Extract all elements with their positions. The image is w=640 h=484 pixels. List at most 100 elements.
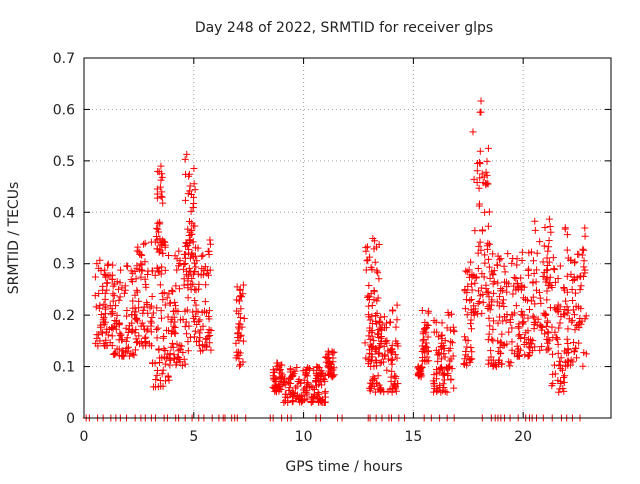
data-point <box>450 384 458 392</box>
data-point <box>122 348 130 356</box>
data-point <box>190 164 198 172</box>
data-point <box>484 336 492 344</box>
data-point <box>576 286 584 294</box>
data-point <box>141 325 149 333</box>
data-point <box>149 267 157 275</box>
data-point <box>142 281 150 289</box>
data-point <box>545 344 553 352</box>
data-point <box>554 307 562 315</box>
data-point <box>423 343 431 351</box>
data-point <box>180 355 188 363</box>
data-point <box>326 359 334 367</box>
data-point <box>364 360 372 368</box>
data-point <box>509 290 517 298</box>
data-point <box>96 337 104 345</box>
data-point <box>475 242 483 250</box>
data-point <box>362 266 370 274</box>
data-point <box>531 217 539 225</box>
data-point <box>365 293 373 301</box>
data-point <box>555 362 563 370</box>
data-point <box>508 324 516 332</box>
data-point <box>203 267 211 275</box>
data-point <box>147 317 155 325</box>
data-point <box>478 309 486 317</box>
data-point <box>372 379 380 387</box>
data-point <box>276 382 284 390</box>
data-point <box>140 303 148 311</box>
data-point <box>171 298 179 306</box>
data-point <box>476 160 484 168</box>
data-point <box>91 292 99 300</box>
data-point <box>543 254 551 262</box>
data-point <box>282 377 290 385</box>
data-point <box>138 251 146 259</box>
data-point <box>550 361 558 369</box>
data-point <box>470 302 478 310</box>
data-point <box>440 344 448 352</box>
data-point <box>108 271 116 279</box>
data-point <box>537 299 545 307</box>
data-point <box>393 316 401 324</box>
data-point <box>125 326 133 334</box>
data-point <box>123 347 131 355</box>
data-point <box>417 364 425 372</box>
data-point <box>237 331 245 339</box>
data-point <box>365 311 373 319</box>
y-axis-label: SRMTID / TECUs <box>6 182 22 295</box>
plot-frame <box>83 57 612 419</box>
data-point <box>393 340 401 348</box>
data-point <box>99 286 107 294</box>
y-tick-label: 0.6 <box>53 102 75 118</box>
data-point <box>361 339 369 347</box>
data-point <box>369 373 377 381</box>
data-point <box>561 372 569 380</box>
data-point <box>538 342 546 350</box>
data-point <box>94 342 102 350</box>
data-point <box>570 311 578 319</box>
data-point <box>129 350 137 358</box>
data-point <box>102 303 110 311</box>
data-point <box>135 304 143 312</box>
data-point <box>175 353 183 361</box>
data-point <box>489 317 497 325</box>
data-point <box>143 299 151 307</box>
data-point <box>486 274 494 282</box>
data-point <box>154 367 162 375</box>
data-point <box>236 285 244 293</box>
data-point <box>513 280 521 288</box>
data-point <box>197 326 205 334</box>
data-point <box>240 315 248 323</box>
data-point <box>148 292 156 300</box>
data-point <box>529 337 537 345</box>
data-point <box>120 289 128 297</box>
data-point <box>362 354 370 362</box>
data-point <box>494 347 502 355</box>
data-point <box>578 251 586 259</box>
data-point <box>134 243 142 251</box>
data-point <box>560 387 568 395</box>
data-point <box>135 297 143 305</box>
data-point <box>567 256 575 264</box>
data-point <box>474 249 482 257</box>
data-point <box>541 224 549 232</box>
data-point <box>170 322 178 330</box>
data-point <box>560 310 568 318</box>
data-point <box>490 267 498 275</box>
data-point <box>286 368 294 376</box>
data-point <box>151 271 159 279</box>
data-point <box>192 244 200 252</box>
data-point <box>518 248 526 256</box>
data-point <box>505 328 513 336</box>
data-point <box>430 382 438 390</box>
data-point <box>435 349 443 357</box>
data-point <box>185 322 193 330</box>
data-point <box>476 174 484 182</box>
data-point <box>124 329 132 337</box>
data-point <box>420 335 428 343</box>
data-point <box>159 249 167 257</box>
data-point <box>515 324 523 332</box>
data-point <box>184 284 192 292</box>
data-point <box>416 367 424 375</box>
data-point <box>442 364 450 372</box>
data-point <box>199 322 207 330</box>
